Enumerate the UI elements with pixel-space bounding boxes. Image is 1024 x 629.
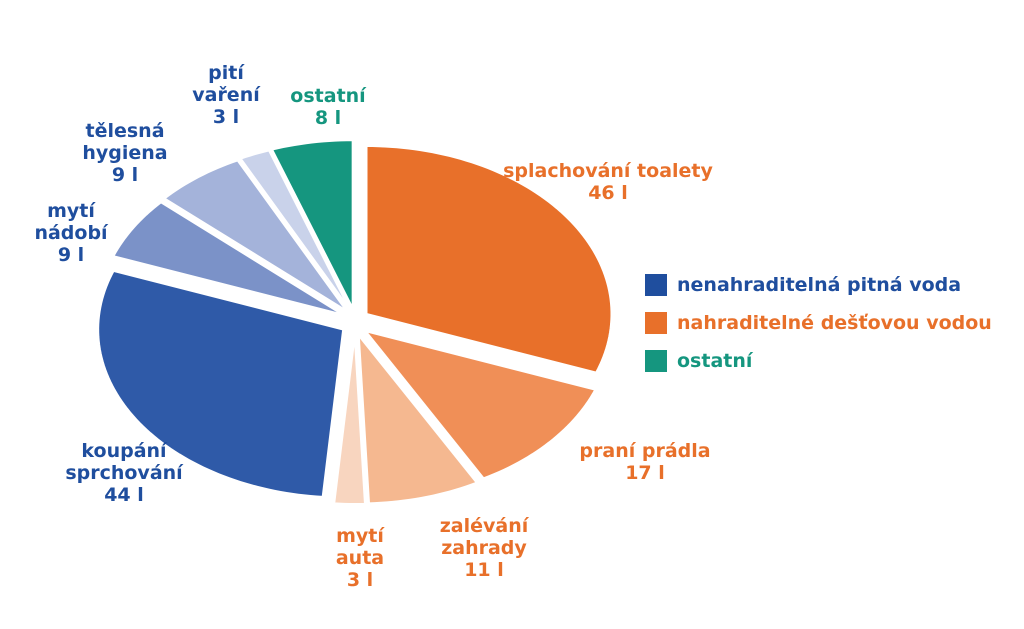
slice-label: koupání sprchování 44 l: [54, 440, 194, 506]
pie-slice: [162, 159, 348, 312]
pie-slice: [365, 145, 613, 374]
slice-label: zalévání zahrady 11 l: [424, 515, 544, 581]
slice-name: tělesná hygiena: [82, 120, 168, 164]
slice-value: 3 l: [346, 569, 374, 591]
pie-slice: [333, 335, 367, 505]
pie-slice: [97, 269, 345, 498]
legend-label: nenahraditelná pitná voda: [677, 274, 962, 296]
slice-name: mytí auta: [335, 525, 385, 569]
slice-label: mytí nádobí 9 l: [26, 200, 116, 266]
legend-swatch: [645, 350, 667, 372]
pie-slice: [270, 139, 354, 309]
legend-item: nahraditelné dešťovou vodou: [645, 312, 992, 334]
slice-value: 46 l: [588, 182, 628, 204]
legend-label: nahraditelné dešťovou vodou: [677, 312, 992, 334]
slice-value: 8 l: [314, 107, 342, 129]
pie-slice: [362, 329, 597, 480]
slice-value: 44 l: [104, 484, 144, 506]
slice-label: praní prádla 17 l: [570, 440, 720, 484]
slice-value: 9 l: [111, 164, 139, 186]
pie-slice: [357, 332, 479, 505]
slice-name: ostatní: [290, 85, 366, 107]
pie-slice: [239, 149, 351, 310]
slice-name: splachování toalety: [503, 160, 713, 182]
legend-swatch: [645, 312, 667, 334]
slice-name: mytí nádobí: [34, 200, 108, 244]
slice-value: 11 l: [464, 559, 504, 581]
slice-value: 3 l: [212, 106, 240, 128]
legend-item: ostatní: [645, 350, 752, 372]
slice-label: tělesná hygiena 9 l: [70, 120, 180, 186]
slice-label: pití vaření 3 l: [186, 62, 266, 128]
slice-label: ostatní 8 l: [278, 85, 378, 129]
slice-name: pití vaření: [192, 62, 260, 106]
legend-item: nenahraditelná pitná voda: [645, 274, 961, 296]
slice-label: splachování toalety 46 l: [488, 160, 728, 204]
legend-swatch: [645, 274, 667, 296]
slice-value: 17 l: [625, 462, 665, 484]
slice-label: mytí auta 3 l: [330, 525, 390, 591]
legend-label: ostatní: [677, 350, 753, 372]
slice-name: zalévání zahrady: [439, 515, 529, 559]
slice-name: praní prádla: [579, 440, 711, 462]
pie-slice: [111, 201, 344, 316]
slice-value: 9 l: [57, 244, 85, 266]
slice-name: koupání sprchování: [65, 440, 183, 484]
